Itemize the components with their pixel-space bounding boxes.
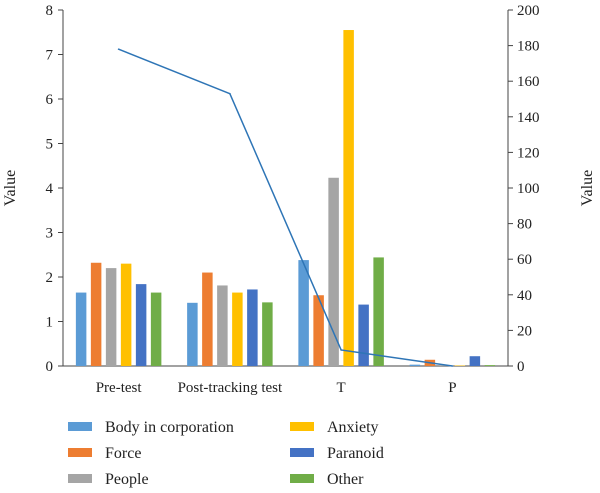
legend-label: People [105, 471, 149, 488]
y-tick-label: 8 [46, 3, 54, 19]
line-point [451, 365, 454, 367]
legend-swatch [68, 474, 92, 483]
bar [298, 260, 309, 366]
y2-tick-label: 160 [517, 74, 540, 90]
y2-tick-label: 180 [517, 39, 540, 55]
bar [469, 356, 481, 366]
y-tick-label: 1 [46, 315, 54, 331]
y-axis-title: Value [2, 170, 19, 206]
legend-swatch [290, 448, 314, 457]
legend-swatch [68, 448, 92, 457]
y2-tick-label: 40 [517, 288, 532, 304]
x-tick-label: Pre-test [96, 380, 143, 396]
y2-axis-title: Value [579, 170, 596, 206]
line-point [340, 349, 342, 351]
line-point [117, 48, 120, 50]
x-tick-label: Post-tracking test [178, 380, 283, 396]
bar [409, 364, 421, 366]
legend-label: Other [327, 471, 364, 488]
bar [232, 292, 243, 366]
bar [358, 304, 369, 366]
bar [202, 272, 213, 366]
bar [373, 257, 384, 366]
y2-tick-label: 20 [517, 323, 532, 339]
line-series [118, 48, 453, 367]
y2-tick-label: 100 [517, 181, 540, 197]
y2-tick-label: 200 [517, 3, 540, 19]
legend: Body in corporation Force People Anxiety Par… [68, 419, 384, 488]
bar [247, 289, 258, 366]
x-tick-label: P [448, 380, 456, 396]
bar [328, 177, 339, 366]
y-tick-label: 3 [46, 226, 54, 242]
y2-tick-label: 60 [517, 252, 532, 268]
legend-label: Body in corporation [105, 419, 234, 436]
y-tick-label: 6 [46, 92, 54, 108]
legend-swatch [68, 422, 92, 431]
bar [262, 302, 273, 366]
y-tick-label: 5 [46, 137, 54, 153]
legend-label: Force [105, 445, 141, 462]
y-tick-label: 0 [46, 359, 54, 375]
bar [105, 268, 117, 366]
bar [343, 30, 354, 367]
bar [135, 284, 147, 366]
legend-label: Anxiety [327, 419, 379, 436]
legend-swatch [290, 422, 314, 431]
y-tick-label: 2 [46, 270, 54, 286]
bar [217, 285, 228, 366]
legend-label: Paranoid [327, 445, 384, 462]
line-point [229, 92, 231, 95]
bar [75, 292, 87, 366]
bar [313, 295, 324, 366]
y2-tick-label: 140 [517, 110, 540, 126]
y2-tick-label: 120 [517, 145, 540, 161]
y2-tick-label: 80 [517, 217, 532, 233]
y-tick-label: 7 [46, 48, 54, 64]
bar [187, 302, 198, 366]
y2-tick-label: 0 [517, 359, 525, 375]
bar [120, 263, 132, 366]
bar [90, 262, 102, 366]
bar [150, 292, 162, 366]
bar [484, 365, 496, 366]
x-tick-label: T [337, 380, 346, 396]
y-tick-label: 4 [46, 181, 54, 197]
legend-swatch [290, 474, 314, 483]
